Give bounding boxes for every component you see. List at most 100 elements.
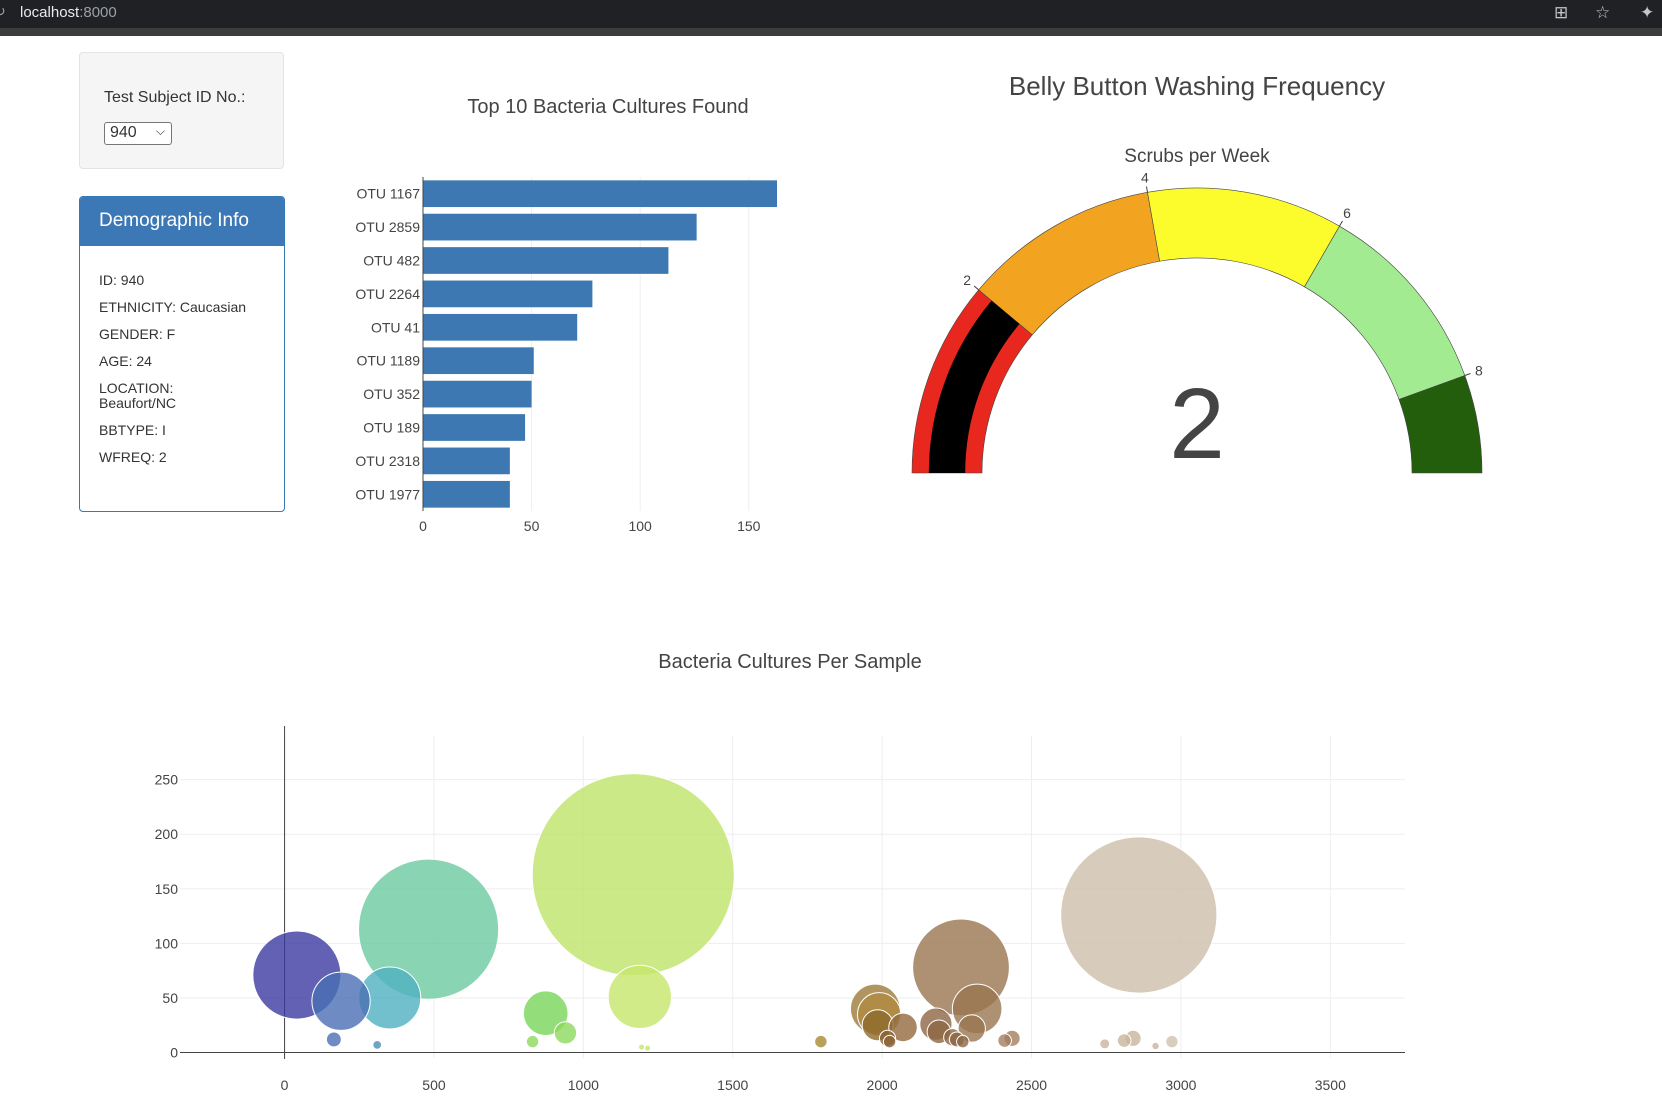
bubble-x-tick-label: 2500 xyxy=(1016,1077,1047,1093)
bar xyxy=(423,347,534,375)
gauge-value-bar xyxy=(928,300,1020,473)
gauge-tick xyxy=(1145,186,1149,193)
bubble-y-tick-label: 200 xyxy=(155,826,179,842)
bubble-point xyxy=(1165,1034,1179,1049)
bar-x-tick-label: 100 xyxy=(628,518,652,534)
bubble-point xyxy=(372,1040,383,1050)
url-port: :8000 xyxy=(79,4,117,21)
url-host: localhost xyxy=(20,4,80,21)
gauge-step xyxy=(1147,187,1340,288)
bar-y-tick-label: OTU 1977 xyxy=(355,486,420,502)
demographic-body: ID: 940 ETHNICITY: Caucasian GENDER: F A… xyxy=(80,246,284,465)
chevron-down-icon: ⌵ xyxy=(155,124,165,138)
bubble-chart-title: Bacteria Cultures Per Sample xyxy=(658,651,921,673)
demo-ethnicity: ETHNICITY: Caucasian xyxy=(99,299,247,315)
demographic-panel: Demographic Info ID: 940 ETHNICITY: Cauc… xyxy=(79,196,285,512)
bubble-point xyxy=(882,1034,897,1049)
bar-y-tick-label: OTU 1167 xyxy=(356,186,420,202)
bar-y-tick-label: OTU 2318 xyxy=(355,453,420,469)
bar-y-tick-label: OTU 2859 xyxy=(355,219,420,235)
top10-bar-chart: Top 10 Bacteria Cultures Found 0 50 100 150 O… xyxy=(355,96,777,534)
gauge-step xyxy=(1398,375,1483,474)
wash-frequency-gauge: Belly Button Washing Frequency Scrubs per… xyxy=(911,71,1483,480)
demographic-title: Demographic Info xyxy=(80,197,284,246)
browser-toolbar: ↻ localhost:8000 ⊞ ☆ ✦ xyxy=(0,0,1662,28)
bubble-point xyxy=(956,1034,970,1049)
gauge-tick xyxy=(1339,220,1343,227)
subject-selector-well: Test Subject ID No.: 940 ⌵ xyxy=(79,52,284,169)
bar-y-tick-label: OTU 352 xyxy=(363,386,420,402)
bubble-point xyxy=(814,1034,828,1049)
bar-x-tick-label: 0 xyxy=(419,518,427,534)
gauge-tick-label: 4 xyxy=(1141,170,1149,186)
bar-x-tick-label: 150 xyxy=(737,518,761,534)
bar xyxy=(423,213,697,241)
bubble-point xyxy=(638,1043,646,1051)
subject-id-select[interactable]: 940 ⌵ xyxy=(104,122,172,145)
bar-chart-title: Top 10 Bacteria Cultures Found xyxy=(467,96,748,118)
gauge-step xyxy=(1304,225,1466,400)
bar-y-tick-label: OTU 2264 xyxy=(355,286,420,302)
demo-location: LOCATION: Beaufort/NC xyxy=(99,380,177,411)
gauge-tick-label: 6 xyxy=(1343,205,1351,221)
demo-wfreq: WFREQ: 2 xyxy=(99,449,167,465)
demo-bbtype: BBTYPE: I xyxy=(99,422,166,438)
bubble-point xyxy=(1060,836,1218,994)
bar xyxy=(423,447,510,475)
bubble-point xyxy=(522,990,569,1037)
bar-y-tick-label: OTU 189 xyxy=(363,420,420,436)
bubble-point xyxy=(311,971,371,1031)
bubble-x-tick-label: 1500 xyxy=(717,1077,748,1093)
bubble-y-tick-label: 250 xyxy=(155,772,179,788)
gauge-value: 2 xyxy=(1169,368,1225,480)
gauge-tick-label: 2 xyxy=(963,272,971,288)
bubble-point xyxy=(525,1034,540,1049)
bubble-point xyxy=(1151,1041,1160,1051)
bar-y-tick-label: OTU 1189 xyxy=(356,353,420,369)
reload-icon[interactable]: ↻ xyxy=(0,3,6,20)
puzzle-icon[interactable]: ✦ xyxy=(1640,3,1655,22)
demo-gender: GENDER: F xyxy=(99,326,176,342)
bubble-point xyxy=(1099,1038,1111,1050)
browser-divider xyxy=(0,28,1662,36)
bubble-point xyxy=(325,1031,342,1048)
demo-id: ID: 940 xyxy=(99,272,145,288)
bar xyxy=(423,180,777,208)
bubble-point xyxy=(1116,1033,1132,1048)
bubble-x-tick-label: 1000 xyxy=(568,1077,599,1093)
gauge-title: Belly Button Washing Frequency xyxy=(1009,71,1385,101)
bubble-point xyxy=(644,1044,652,1052)
extensions-icon[interactable]: ⊞ xyxy=(1554,3,1569,22)
bubble-y-tick-label: 50 xyxy=(162,990,178,1006)
gauge-tick xyxy=(973,285,979,291)
bubble-point xyxy=(358,858,500,1000)
bubble-y-tick-label: 0 xyxy=(170,1045,178,1061)
bubble-y-tick-label: 150 xyxy=(155,881,179,897)
gauge-subtitle: Scrubs per Week xyxy=(1124,146,1270,167)
bar xyxy=(423,247,669,274)
gauge-tick xyxy=(1464,373,1471,376)
bubble-x-tick-label: 2000 xyxy=(867,1077,898,1093)
bubble-point xyxy=(531,773,735,977)
bubble-x-tick-label: 500 xyxy=(422,1077,446,1093)
bar-y-tick-label: OTU 41 xyxy=(371,319,420,335)
bar xyxy=(423,313,578,341)
bookmark-star-icon[interactable]: ☆ xyxy=(1595,3,1611,22)
bubble-x-tick-label: 3000 xyxy=(1165,1077,1196,1093)
bubble-x-tick-label: 0 xyxy=(281,1077,289,1093)
subject-id-value: 940 xyxy=(110,124,137,141)
bar xyxy=(423,280,593,308)
address-bar[interactable]: localhost:8000 xyxy=(20,4,117,21)
bubble-y-tick-label: 100 xyxy=(155,935,179,951)
bubble-point xyxy=(997,1033,1012,1048)
bar xyxy=(423,380,532,408)
gauge-tick-label: 8 xyxy=(1475,362,1483,378)
bar xyxy=(423,414,526,441)
demo-age: AGE: 24 xyxy=(99,353,152,369)
bubble-point xyxy=(888,1012,918,1043)
bubble-point xyxy=(607,964,672,1029)
bar xyxy=(423,480,510,508)
bubble-x-tick-label: 3500 xyxy=(1315,1077,1346,1093)
bar-x-tick-label: 50 xyxy=(524,518,540,534)
